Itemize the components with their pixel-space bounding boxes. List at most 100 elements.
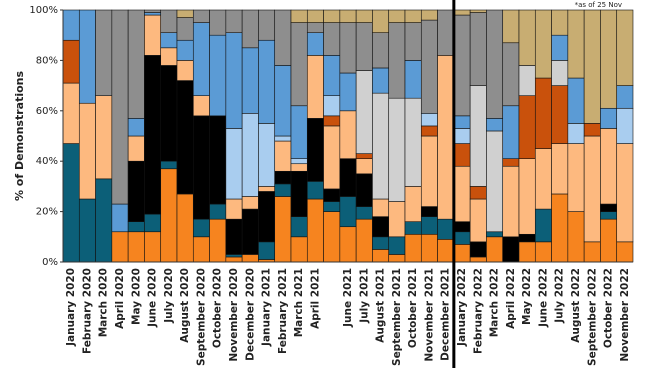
bar-segment: [339, 9, 357, 23]
x-tick-label: July 2020: [163, 268, 175, 324]
bar-segment: [323, 125, 341, 190]
bar-segment: [323, 55, 341, 96]
bar-segment: [534, 9, 552, 79]
bar-segment: [567, 143, 585, 212]
bar-segment: [616, 241, 634, 263]
bar-segment: [144, 55, 162, 215]
bar-segment: [551, 34, 569, 61]
bar-segment: [339, 158, 357, 197]
bar-segment: [600, 218, 618, 263]
bar-segment: [567, 123, 585, 144]
bar-segment: [176, 80, 194, 195]
bar-segment: [274, 135, 292, 142]
bar-segment: [225, 198, 243, 220]
bar-segment: [274, 196, 292, 263]
y-tick-label: 0%: [42, 257, 58, 268]
bar-segment: [290, 22, 308, 107]
x-tick-label: November 2022: [619, 268, 631, 362]
y-axis-label: % of Demonstrations: [13, 71, 26, 202]
bar-segment: [176, 17, 194, 41]
bar-segment: [551, 85, 569, 144]
bar-segment: [209, 218, 227, 263]
bar-segment: [192, 9, 210, 23]
x-tick-label: February 2022: [472, 268, 484, 354]
bar-segment: [95, 9, 113, 96]
bar-segment: [567, 211, 585, 263]
bar-segment: [209, 115, 227, 205]
y-tick-label: 80%: [36, 55, 58, 66]
bar-segment: [209, 203, 227, 220]
bar-segment: [209, 9, 227, 36]
x-tick-label: April 2021: [309, 268, 321, 329]
y-tick-label: 60%: [36, 106, 58, 117]
bar-segment: [518, 158, 536, 235]
bar-segment: [486, 130, 504, 233]
bar-segment: [583, 241, 601, 263]
bar-segment: [388, 201, 406, 238]
bar-segment: [306, 55, 324, 119]
bar-segment: [62, 9, 80, 41]
bar-segment: [258, 186, 276, 192]
bar-segment: [160, 65, 178, 162]
bar-segment: [453, 14, 471, 117]
bar-segment: [62, 82, 80, 144]
bar-segment: [372, 216, 390, 238]
bar-segment: [339, 196, 357, 228]
bar-segment: [518, 95, 536, 159]
bar-segment: [241, 9, 259, 49]
bar-segment: [404, 60, 422, 99]
bar-segment: [78, 102, 96, 200]
x-tick-label: December 2020: [244, 268, 256, 361]
bar-segment: [420, 113, 438, 127]
bar-segment: [258, 191, 276, 243]
bar-segment: [437, 55, 455, 220]
bar-segment: [404, 22, 422, 61]
bar-segment: [355, 9, 373, 23]
bar-segment: [420, 135, 438, 207]
bar-segment: [355, 153, 373, 159]
bar-segment: [404, 186, 422, 222]
x-tick-label: August 2020: [179, 268, 191, 343]
bar-segment: [583, 135, 601, 243]
bar-segment: [127, 160, 145, 222]
bar-segment: [144, 231, 162, 263]
bar-segment: [306, 9, 324, 23]
bar-segment: [160, 160, 178, 170]
bar-segment: [388, 22, 406, 99]
bar-segment: [290, 170, 308, 217]
bar-segment: [534, 241, 552, 263]
bar-segment: [502, 42, 520, 107]
bar-segment: [241, 208, 259, 255]
bar-segment: [372, 32, 390, 69]
bar-segment: [551, 9, 569, 36]
bar-segment: [486, 236, 504, 263]
bar-segment: [469, 12, 487, 86]
bar-segment: [567, 77, 585, 124]
bar-segment: [323, 201, 341, 212]
bar-segment: [453, 165, 471, 222]
x-tick-label: March 2021: [293, 268, 305, 337]
bar-segment: [502, 165, 520, 238]
bar-segment: [453, 9, 471, 16]
bar-segment: [241, 47, 259, 114]
bar-segment: [502, 105, 520, 159]
bar-segment: [616, 107, 634, 144]
bar-segment: [420, 19, 438, 114]
bar-segment: [551, 193, 569, 263]
bar-segment: [192, 218, 210, 238]
bar-segment: [290, 236, 308, 263]
bar-segment: [258, 9, 276, 41]
bar-segment: [258, 241, 276, 260]
bar-segment: [453, 143, 471, 167]
bar-segment: [420, 125, 438, 137]
bar-segment: [323, 211, 341, 263]
bar-segment: [323, 9, 341, 23]
bar-segment: [372, 92, 390, 200]
bar-segment: [95, 178, 113, 263]
bar-segment: [518, 233, 536, 243]
x-tick-label: February 2021: [277, 268, 289, 354]
bar-segment: [600, 203, 618, 212]
bar-segment: [469, 198, 487, 243]
x-tick-label: August 2021: [375, 268, 387, 343]
bar-segment: [209, 34, 227, 117]
